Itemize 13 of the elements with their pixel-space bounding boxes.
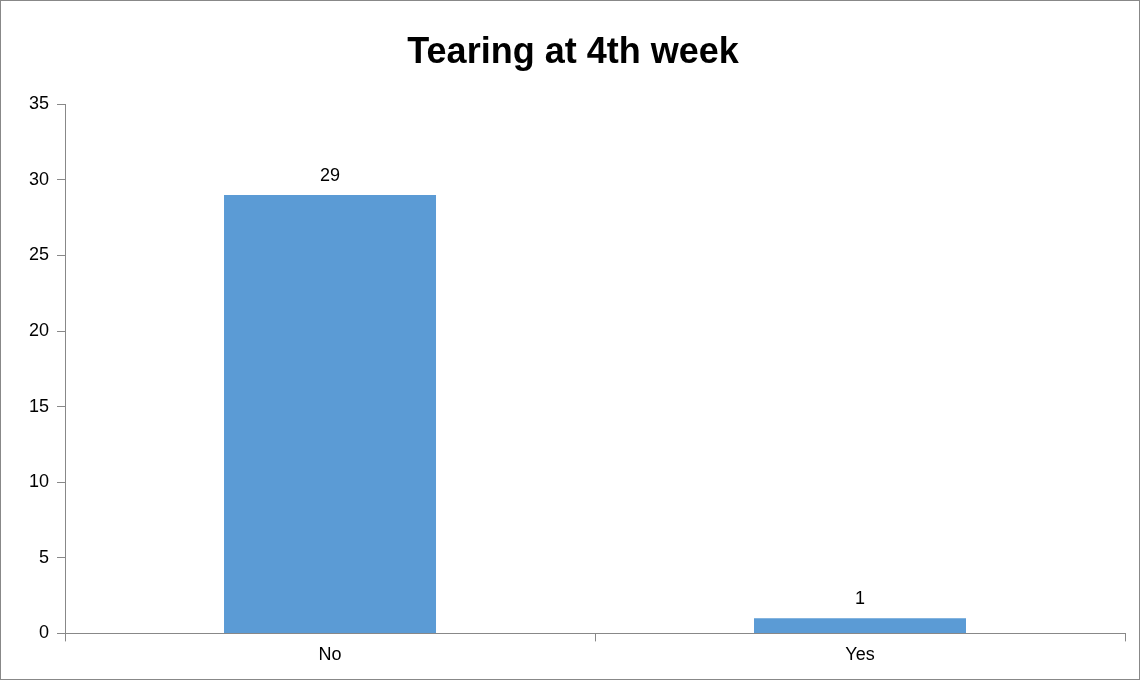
- y-tick-label: 35: [28, 93, 50, 114]
- data-label: 29: [320, 164, 341, 185]
- x-tick-label: Yes: [845, 644, 875, 665]
- chart-title: Tearing at 4th week: [407, 29, 740, 71]
- x-tick-label: No: [318, 644, 342, 665]
- y-tick-label: 25: [28, 244, 50, 265]
- y-tick-label: 0: [39, 622, 50, 643]
- y-tick-label: 10: [28, 471, 50, 492]
- y-tick-label: 15: [28, 395, 50, 416]
- y-tick-label: 5: [39, 546, 50, 567]
- data-label: 1: [855, 588, 866, 609]
- y-tick-label: 20: [28, 319, 50, 340]
- y-tick-label: 30: [28, 168, 50, 189]
